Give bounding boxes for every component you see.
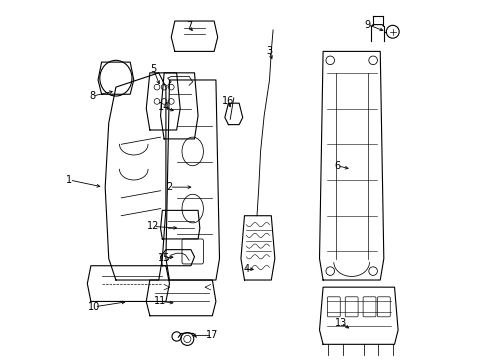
Text: 2: 2 xyxy=(166,182,172,192)
Text: 7: 7 xyxy=(185,21,192,31)
Text: 8: 8 xyxy=(89,91,96,101)
Text: 14: 14 xyxy=(158,102,170,112)
Text: 13: 13 xyxy=(334,318,346,328)
Text: 10: 10 xyxy=(88,302,101,312)
Text: 9: 9 xyxy=(364,19,370,30)
Text: 6: 6 xyxy=(334,161,340,171)
Text: 5: 5 xyxy=(150,64,156,74)
Text: 17: 17 xyxy=(206,330,218,341)
Text: 16: 16 xyxy=(222,96,234,106)
Text: 3: 3 xyxy=(266,46,272,57)
Text: 1: 1 xyxy=(66,175,72,185)
Text: 15: 15 xyxy=(158,253,170,263)
Text: 12: 12 xyxy=(147,221,159,231)
Text: 4: 4 xyxy=(243,264,249,274)
Text: 11: 11 xyxy=(154,296,166,306)
